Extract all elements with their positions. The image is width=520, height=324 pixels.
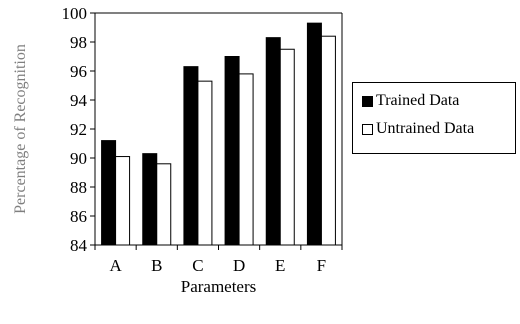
- bar-trained-c: [183, 66, 199, 246]
- x-axis: A B C D E F: [94, 244, 343, 275]
- y-tick-label: 88: [70, 178, 87, 197]
- bar-untrained-a: [115, 156, 131, 246]
- x-tick-label-d: D: [233, 256, 245, 275]
- y-tick-label: 100: [62, 4, 88, 23]
- y-axis: 84 86 88 90 92 94 96 98 100: [62, 4, 96, 255]
- y-tick-label: 92: [70, 120, 87, 139]
- x-axis-label: Parameters: [181, 277, 257, 296]
- y-tick-label: 84: [70, 236, 88, 255]
- legend-item-untrained: Untrained Data: [362, 120, 474, 138]
- bar-trained-d: [224, 56, 240, 246]
- legend-label-untrained: Untrained Data: [376, 120, 475, 137]
- x-tick-label-e: E: [275, 256, 285, 275]
- y-axis-label: Percentage of Recognition: [12, 44, 29, 214]
- x-tick-label-a: A: [109, 256, 122, 275]
- y-tick-label: 86: [70, 207, 87, 226]
- bar-trained-e: [265, 37, 281, 246]
- bar-untrained-c: [197, 80, 213, 246]
- legend-item-trained: Trained Data: [362, 92, 459, 110]
- y-tick-label: 90: [70, 149, 87, 168]
- x-tick-label-f: F: [317, 256, 326, 275]
- y-tick-label: 94: [70, 91, 88, 110]
- legend-swatch-untrained: [362, 123, 373, 135]
- legend-swatch-trained: [362, 95, 373, 107]
- y-tick-label: 98: [70, 33, 87, 52]
- bar-trained-a: [101, 140, 117, 246]
- x-tick-label-c: C: [192, 256, 203, 275]
- legend-label-trained: Trained Data: [376, 92, 460, 109]
- chart-legend: Trained Data Untrained Data: [352, 82, 516, 154]
- bar-trained-f: [306, 22, 322, 246]
- x-tick-label-b: B: [151, 256, 162, 275]
- plot-area: [95, 12, 343, 246]
- bar-trained-b: [142, 153, 158, 246]
- bar-untrained-e: [279, 48, 295, 246]
- bar-untrained-f: [320, 35, 336, 246]
- bar-untrained-b: [156, 163, 172, 246]
- bar-untrained-d: [238, 73, 254, 246]
- y-tick-label: 96: [70, 62, 87, 81]
